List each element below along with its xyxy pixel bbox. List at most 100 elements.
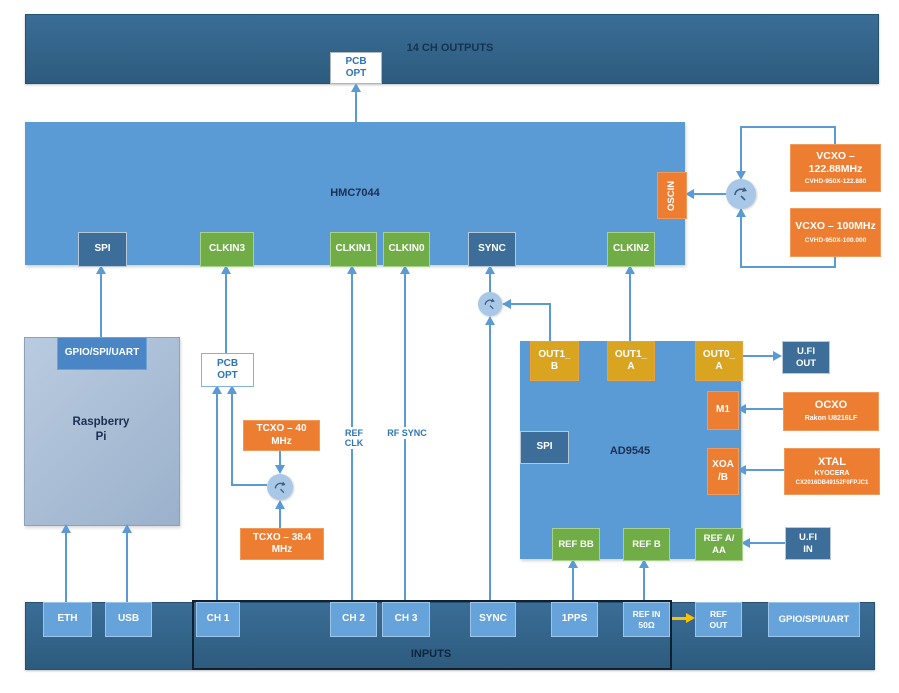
tcxo-384-line2: MHz — [271, 544, 293, 555]
port-out1a: OUT1_ A — [607, 341, 655, 381]
connector-line — [834, 127, 836, 145]
arrowhead-up — [96, 265, 106, 274]
port-refin-line2: 50Ω — [638, 619, 655, 630]
port-gpio-spi-uart-input-label: GPIO/SPI/UART — [778, 613, 850, 625]
arrowhead-up — [400, 265, 410, 274]
vcxo-122-part: CVHD-950X-122.880 — [804, 178, 867, 186]
ad9545-label: AD9545 — [609, 445, 651, 457]
arrowhead-left — [502, 299, 511, 309]
inputs-outline — [192, 600, 672, 670]
connector-line — [750, 542, 785, 544]
connector-line — [549, 304, 551, 341]
pcb-opt-top-line2: OPT — [345, 68, 367, 79]
tcxo-40-block: TCXO – 40 MHz — [243, 420, 320, 451]
port-usb-label: USB — [117, 613, 140, 625]
connector-line — [694, 193, 726, 195]
arrowhead-left — [685, 189, 694, 199]
port-clkin0: CLKIN0 — [383, 232, 430, 267]
tcxo-40-line1: TCXO – 40 — [256, 423, 307, 434]
arrowhead-up — [568, 559, 578, 568]
xtal-mfr: KYOCERA — [814, 469, 850, 477]
port-ch3-label: CH 3 — [394, 613, 418, 625]
rf-sync-label: RF SYNC — [385, 427, 429, 439]
port-refaaa-line1: REF A/ — [703, 532, 735, 544]
ufi-in-line2: IN — [803, 543, 813, 555]
port-xoab: XOA /B — [707, 448, 739, 495]
switch-icon — [734, 187, 747, 201]
port-gpio-spi-uart-pi-label: GPIO/SPI/UART — [64, 347, 140, 359]
port-out1b: OUT1_ B — [530, 341, 579, 381]
ref-clk-label: REF CLK — [333, 427, 375, 449]
arrowhead-right-yellow — [686, 613, 695, 623]
port-clkin3: CLKIN3 — [200, 232, 254, 267]
port-refbb: REF BB — [552, 528, 600, 561]
vcxo-100-block: VCXO – 100MHz CVHD-950X-100.000 — [790, 208, 881, 257]
port-m1: M1 — [707, 391, 739, 430]
port-out1a-line2: A — [627, 361, 635, 372]
ufi-in-line1: U.FI — [799, 531, 817, 543]
arrowhead-up — [485, 265, 495, 274]
ocxo-block: OCXO Rakon U8216LF — [783, 392, 879, 431]
ufi-out-line1: U.FI — [797, 345, 815, 357]
hmc7044-label: HMC7044 — [330, 187, 380, 199]
connector-line — [629, 273, 631, 341]
port-hmc-spi: SPI — [78, 232, 127, 267]
vcxo-122-title2: 122.88MHz — [808, 162, 863, 175]
outputs-bar — [25, 14, 879, 84]
connector-line — [740, 127, 742, 173]
connector-line — [746, 408, 783, 410]
port-ad9545-spi-label: SPI — [536, 441, 553, 453]
switch-icon — [274, 481, 286, 493]
arrowhead-up — [351, 83, 361, 92]
port-clkin3-label: CLKIN3 — [208, 243, 246, 255]
connector-line — [489, 273, 491, 292]
arrowhead-up — [736, 208, 746, 217]
port-ch1: CH 1 — [196, 602, 240, 637]
connector-line — [65, 532, 67, 602]
ocxo-part: Rakon U8216LF — [804, 415, 858, 422]
connector-line — [746, 469, 784, 471]
port-sync-input: SYNC — [470, 602, 516, 637]
port-refaaa: REF A/ AA — [695, 528, 743, 561]
port-refaaa-line2: AA — [712, 544, 726, 556]
vcxo-122-title1: VCXO – — [816, 149, 855, 162]
pcb-opt-mid-block: PCB OPT — [201, 353, 254, 387]
xtal-title: XTAL — [818, 456, 846, 468]
port-eth: ETH — [43, 602, 92, 637]
xtal-block: XTAL KYOCERA CX2016DB49152F0FPJC1 — [784, 448, 880, 495]
arrowhead-up — [485, 316, 495, 325]
ufi-out-block: U.FI OUT — [782, 341, 830, 374]
port-ad9545-spi: SPI — [520, 431, 569, 464]
port-hmc-spi-label: SPI — [94, 243, 111, 255]
arrowhead-up — [625, 265, 635, 274]
port-out1b-line2: B — [550, 361, 559, 372]
connector-line — [741, 355, 774, 357]
port-refin-line1: REF IN — [632, 608, 661, 619]
ufi-out-line2: OUT — [795, 357, 817, 369]
arrowhead-up — [221, 265, 231, 274]
port-refb-label: REF B — [632, 538, 661, 550]
port-out0a: OUT0_ A — [695, 341, 743, 381]
port-clkin1-label: CLKIN1 — [335, 243, 372, 255]
connector-line — [100, 273, 102, 337]
raspberry-pi-label-line1: Raspberry — [72, 416, 130, 428]
port-eth-label: ETH — [57, 613, 78, 625]
port-ch3: CH 3 — [382, 602, 430, 637]
raspberry-pi-label: Raspberry Pi — [51, 415, 151, 445]
switch-icon — [484, 298, 495, 310]
connector-line — [225, 273, 227, 353]
port-sync-input-label: SYNC — [479, 613, 507, 625]
arrowhead-up — [227, 385, 237, 394]
arrowhead-left — [737, 465, 746, 475]
port-usb: USB — [105, 602, 152, 637]
port-refin: REF IN 50Ω — [623, 602, 670, 637]
connector-line — [279, 449, 281, 467]
port-ch2: CH 2 — [330, 602, 377, 637]
arrowhead-down — [275, 465, 285, 474]
port-out0a-line1: OUT0_ — [702, 348, 736, 360]
port-refout-line2: OUT — [709, 619, 728, 630]
tcxo-384-block: TCXO – 38.4 MHz — [240, 528, 324, 560]
port-gpio-spi-uart-pi: GPIO/SPI/UART — [57, 337, 147, 370]
port-clkin2-label: CLKIN2 — [612, 243, 650, 255]
vcxo-100-title: VCXO – 100MHz — [795, 220, 876, 233]
